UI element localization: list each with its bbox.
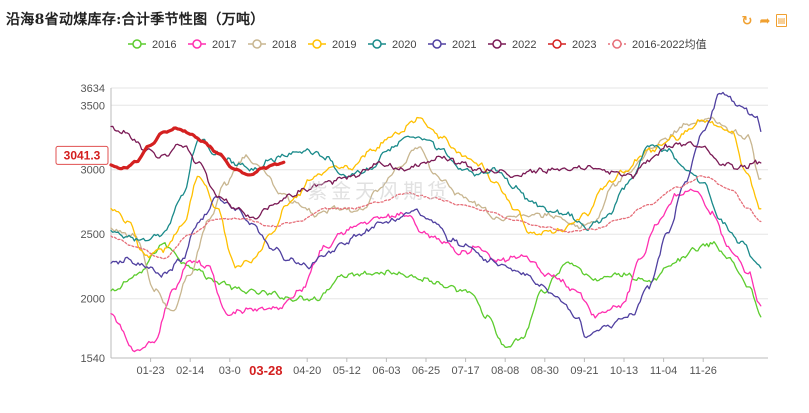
x-tick-label: 10-13 [610, 365, 638, 377]
legend-label: 2018 [272, 39, 296, 51]
refresh-icon[interactable]: ↻ [741, 13, 753, 28]
x-tick-label: 08-08 [491, 365, 519, 377]
current-date-box [241, 361, 290, 379]
share-icon[interactable]: ➦ [759, 13, 771, 28]
series-line-2016-2022均值 [110, 175, 762, 260]
series-line-2023 [109, 126, 286, 177]
x-tick-label: 09-21 [570, 365, 598, 377]
legend-marker [612, 39, 622, 49]
x-tick-label: 02-14 [176, 365, 204, 377]
legend-item-2018[interactable]: 2018 [248, 39, 296, 51]
legend-item-2023[interactable]: 2023 [548, 39, 596, 51]
axes: 1540 2000 2500 3000 3500 3634 01-23 02-14 03-0 04… [81, 83, 768, 377]
current-value-label: 3041.3 [64, 148, 101, 162]
legend-item-2022[interactable]: 2022 [488, 39, 536, 51]
watermark: 紫金天风期货 [307, 179, 451, 203]
chart-toolbar: ↻ ➦ ▤ [740, 14, 787, 28]
x-tick-label: 11-04 [650, 365, 677, 377]
legend-item-2019[interactable]: 2019 [308, 39, 356, 51]
legend-marker [192, 39, 202, 49]
series-line-2019 [110, 116, 762, 269]
legend-label: 2023 [572, 39, 596, 51]
y-tick-label: 1540 [81, 353, 105, 365]
x-tick-label: 11-26 [690, 365, 717, 377]
annotations: 紫金天风期货 3041.3 03-28 [55, 145, 451, 379]
legend-label: 2016 [152, 39, 176, 51]
legend-label: 2022 [512, 39, 536, 51]
x-tick-label: 05-12 [333, 365, 361, 377]
grid [111, 87, 768, 300]
y-tick-label: 2000 [81, 294, 105, 306]
x-tick-label: 06-25 [412, 365, 440, 377]
y-tick-label: 3634 [81, 83, 105, 95]
current-value-box [55, 145, 109, 165]
legend-marker [132, 39, 142, 49]
y-tick-label: 3000 [81, 165, 105, 177]
legend-marker [372, 39, 382, 49]
x-tick-label: 03-0 [219, 365, 241, 377]
legend-marker [552, 39, 562, 49]
x-tick-label: 01-23 [137, 365, 165, 377]
current-date-label: 03-28 [249, 363, 282, 378]
x-tick-label: 06-03 [372, 365, 400, 377]
legend-label: 2016-2022均值 [632, 38, 707, 51]
x-tick-label: 07-17 [452, 365, 480, 377]
chart-title: 沿海8省动煤库存:合计季节性图（万吨） [6, 12, 265, 28]
legend-item-2016-2022均值[interactable]: 2016-2022均值 [608, 38, 707, 51]
legend-item-2017[interactable]: 2017 [188, 39, 236, 51]
series-group [109, 91, 762, 353]
series-line-2017 [110, 188, 762, 353]
legend-marker [252, 39, 262, 49]
export-icon[interactable]: ▤ [776, 14, 787, 27]
series-line-2021 [110, 91, 762, 339]
y-tick-label: 3500 [81, 100, 105, 112]
legend-label: 2021 [452, 39, 476, 51]
x-tick-label: 08-30 [531, 365, 559, 377]
legend-label: 2017 [212, 39, 236, 51]
series-line-2018 [110, 116, 762, 312]
series-line-2016 [110, 241, 762, 348]
x-tick-label: 04-20 [293, 365, 321, 377]
legend-marker [312, 39, 322, 49]
legend: 2016 2017 2018 2019 2020 2021 2022 2023 2016-202… [128, 38, 707, 51]
series-line-2022 [110, 125, 762, 220]
legend-label: 2020 [392, 39, 416, 51]
y-tick-label: 2500 [81, 229, 105, 241]
legend-label: 2019 [332, 39, 356, 51]
legend-item-2021[interactable]: 2021 [428, 39, 476, 51]
legend-item-2016[interactable]: 2016 [128, 39, 176, 51]
legend-marker [432, 39, 442, 49]
legend-marker [492, 39, 502, 49]
legend-item-2020[interactable]: 2020 [368, 39, 416, 51]
